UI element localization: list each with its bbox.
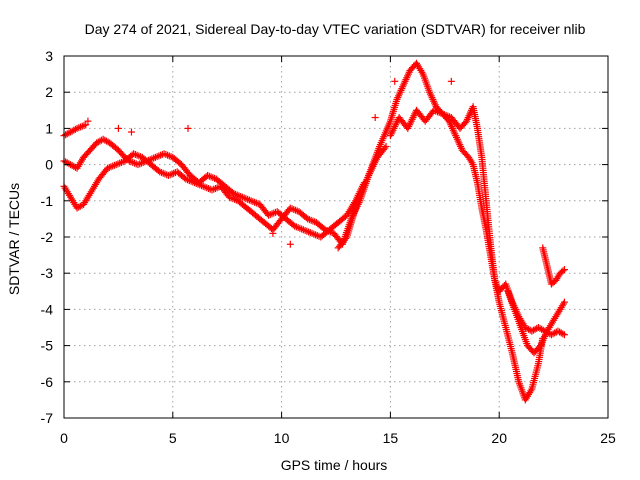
grid bbox=[64, 56, 608, 418]
data-point bbox=[559, 267, 567, 275]
data-point bbox=[71, 125, 79, 133]
y-tick-label: -4 bbox=[41, 301, 54, 317]
data-point bbox=[114, 124, 122, 132]
y-tick-labels: -7 -6 -5 -4 -3 -2 -1 0 1 2 3 bbox=[41, 48, 54, 426]
y-tick-label: 0 bbox=[45, 157, 53, 173]
data-point bbox=[560, 298, 568, 306]
data-point bbox=[82, 121, 90, 129]
y-tick-label: -5 bbox=[41, 338, 54, 354]
y-tick-label: 2 bbox=[45, 84, 53, 100]
x-tick-label: 25 bbox=[600, 430, 616, 446]
y-tick-label: -7 bbox=[41, 410, 54, 426]
data-point bbox=[381, 144, 389, 152]
axis-ticks bbox=[63, 55, 609, 419]
data-points bbox=[60, 59, 568, 404]
y-tick-label: -2 bbox=[41, 229, 54, 245]
data-point bbox=[286, 240, 294, 248]
y-axis-label: SDTVAR / TECUs bbox=[6, 183, 22, 295]
data-point bbox=[382, 143, 390, 150]
data-point bbox=[127, 128, 135, 136]
x-axis-label: GPS time / hours bbox=[281, 457, 388, 473]
data-point bbox=[560, 266, 568, 274]
data-point bbox=[559, 330, 567, 338]
data-point bbox=[342, 235, 350, 243]
y-tick-label: -1 bbox=[41, 193, 54, 209]
data-point bbox=[84, 117, 92, 125]
y-tick-label: -6 bbox=[41, 374, 54, 390]
x-tick-label: 0 bbox=[60, 430, 68, 446]
data-point bbox=[560, 331, 568, 339]
data-point bbox=[447, 77, 455, 85]
x-tick-label: 5 bbox=[169, 430, 177, 446]
data-point bbox=[184, 124, 192, 132]
chart-title: Day 274 of 2021, Sidereal Day-to-day VTE… bbox=[85, 21, 586, 37]
y-tick-label: 1 bbox=[45, 120, 53, 136]
x-tick-label: 20 bbox=[491, 430, 507, 446]
data-point bbox=[391, 77, 399, 85]
data-point bbox=[371, 114, 379, 122]
y-tick-label: -3 bbox=[41, 265, 54, 281]
x-tick-label: 15 bbox=[383, 430, 399, 446]
x-tick-label: 10 bbox=[274, 430, 290, 446]
y-tick-label: 3 bbox=[45, 48, 53, 64]
x-tick-labels: 0 5 10 15 20 25 bbox=[60, 430, 616, 446]
data-point bbox=[269, 229, 277, 237]
